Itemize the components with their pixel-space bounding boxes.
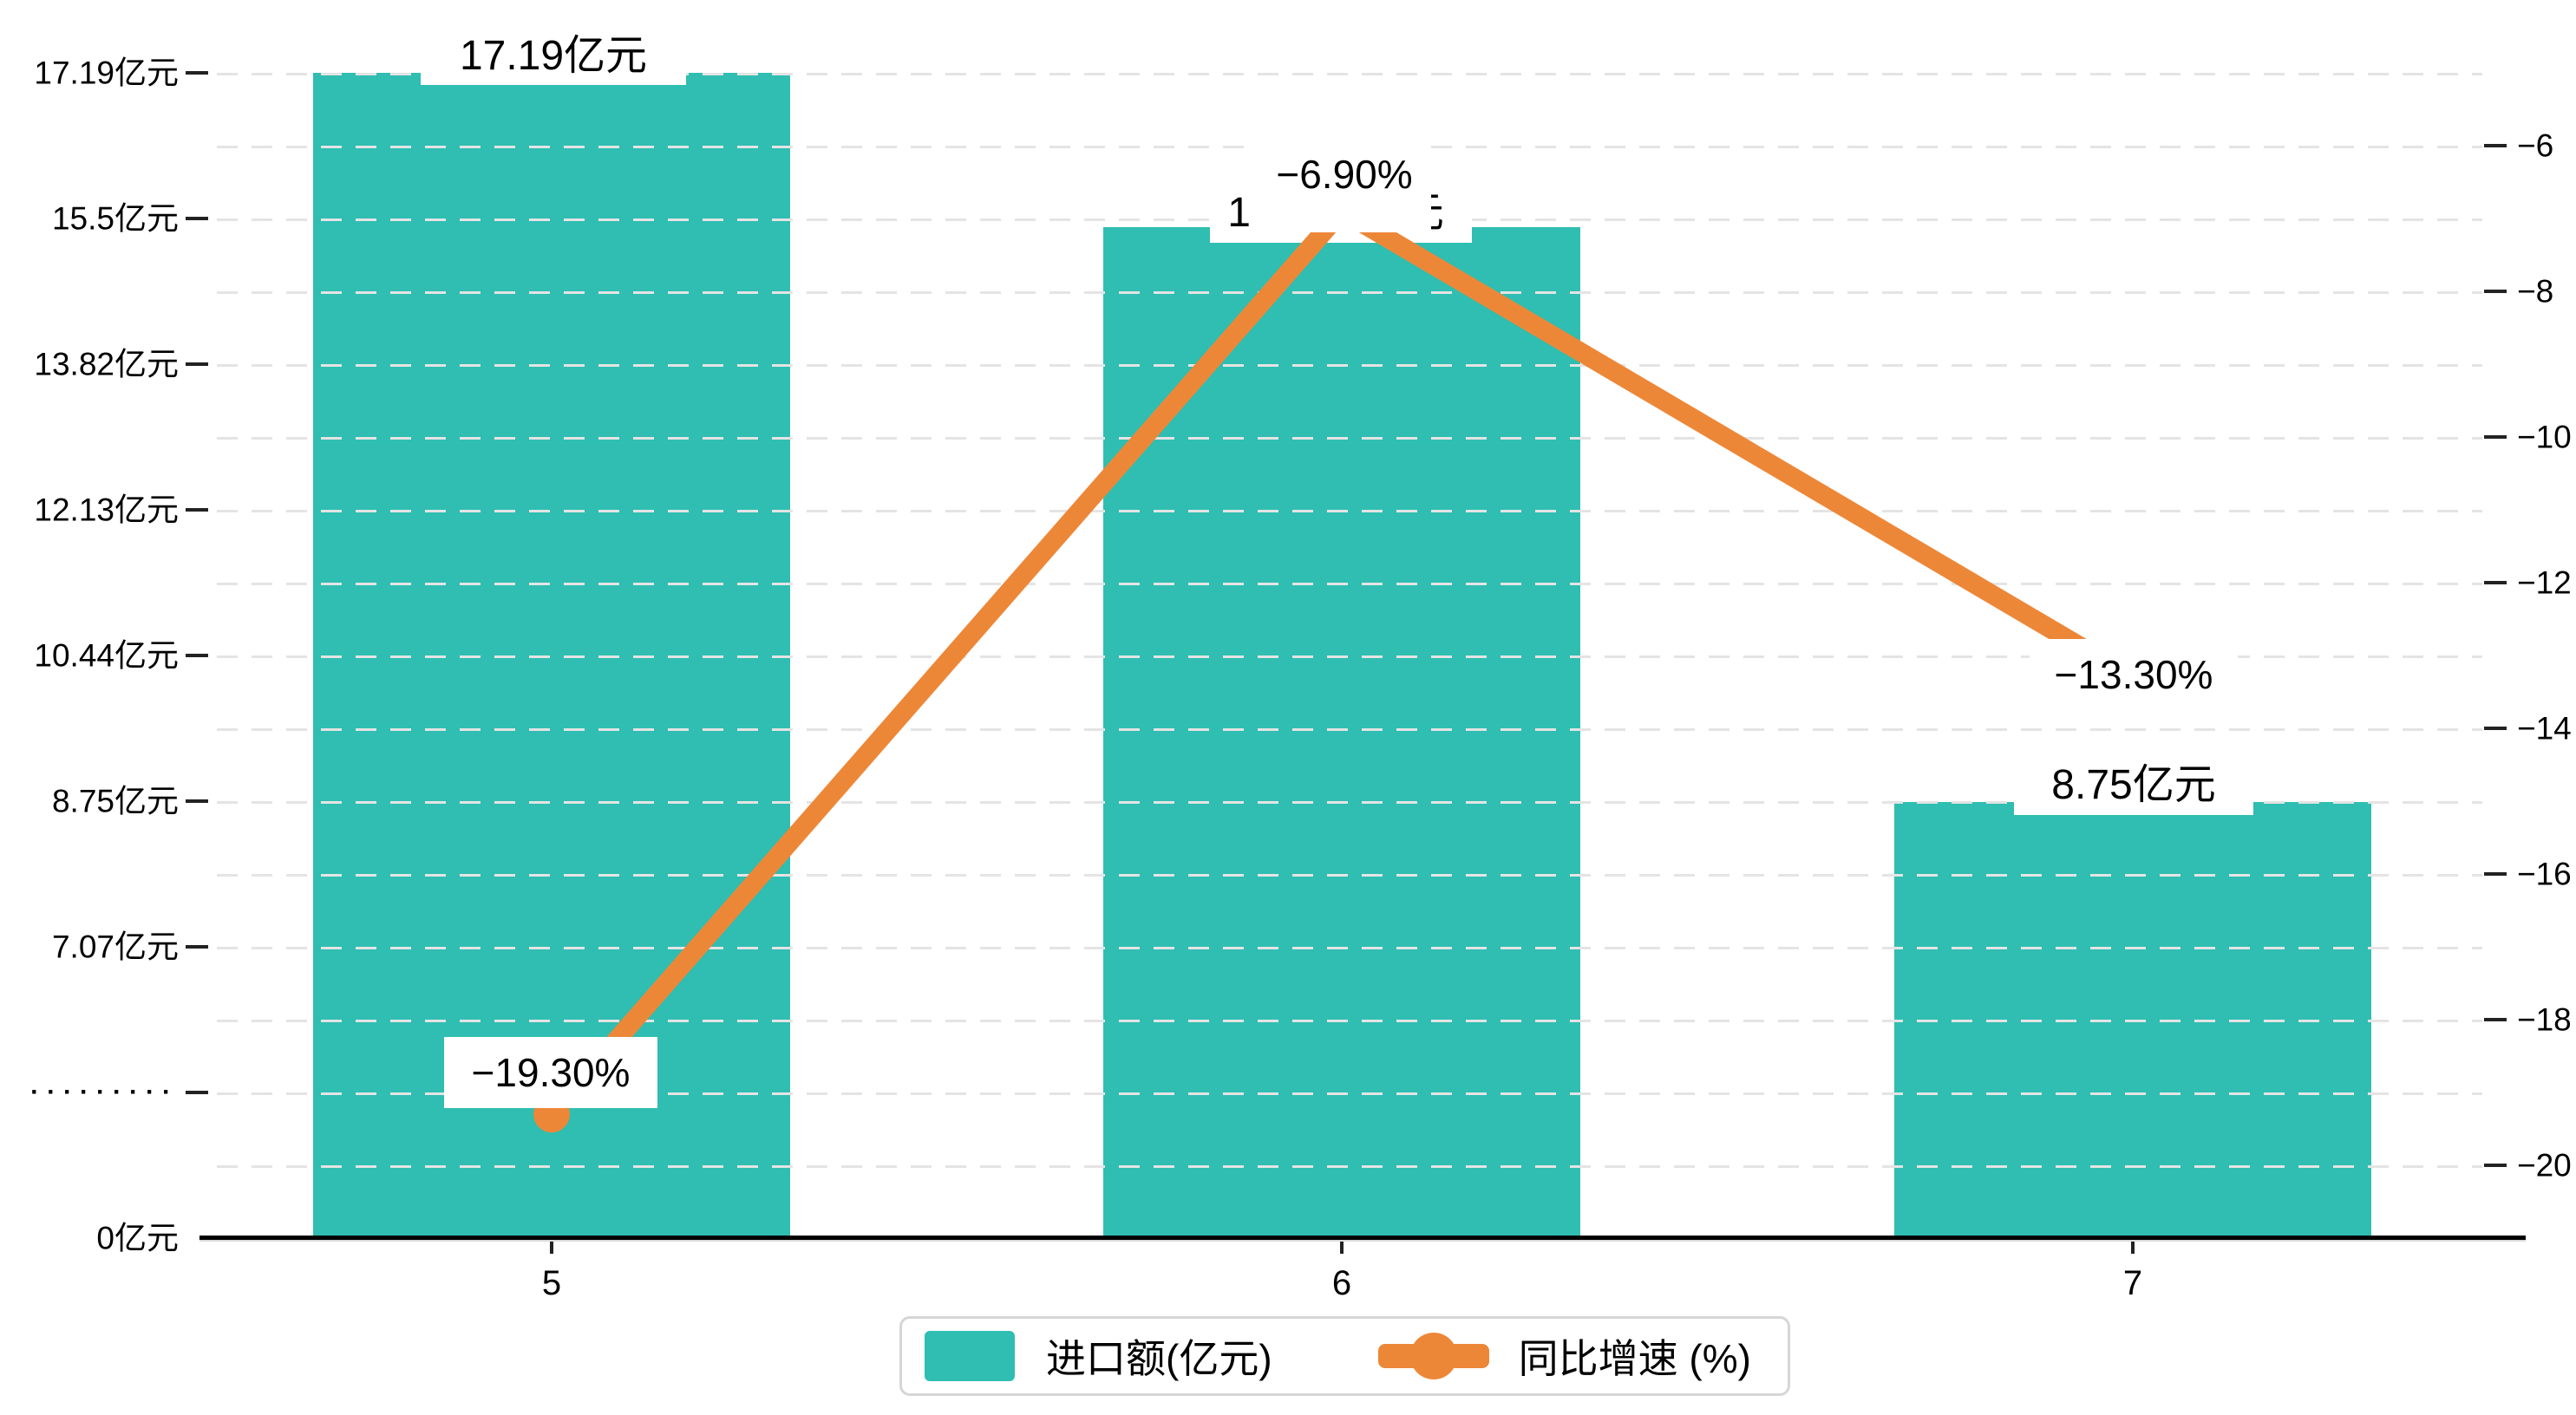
right-axis-tick-label: −8 [2517, 273, 2554, 310]
legend: 进口额(亿元) 同比增速 (%) [899, 1316, 1790, 1396]
gridline [217, 510, 2482, 512]
gridline [217, 874, 2482, 877]
right-axis-tick-label: −20 [2517, 1147, 2572, 1184]
left-axis-tick [186, 71, 208, 75]
left-axis-tick-label: 0亿元 [96, 1220, 179, 1256]
gridline [217, 437, 2482, 440]
legend-item-import-value[interactable]: 进口额(亿元) [925, 1327, 1272, 1385]
left-axis-tick-label: 10.44亿元 [34, 637, 179, 674]
gridline [217, 364, 2482, 367]
x-axis-tick [1340, 1240, 1344, 1254]
right-axis-tick [2484, 290, 2507, 293]
growth-value-label: −6.90% [1258, 146, 1431, 232]
legend-item-label: 进口额(亿元) [1046, 1336, 1272, 1381]
right-axis-tick [2484, 581, 2507, 584]
x-axis-tick-label: 6 [1331, 1264, 1352, 1302]
x-axis-tick-label: 5 [541, 1264, 562, 1302]
growth-value-label: −13.30% [2030, 639, 2238, 710]
bar-value-label: 17.19亿元 [421, 17, 686, 85]
right-axis-tick [2484, 1164, 2507, 1167]
right-axis-tick [2484, 1018, 2507, 1021]
left-axis-tick-label: 8.75亿元 [51, 783, 179, 819]
right-axis-tick [2484, 435, 2507, 439]
gridline [217, 801, 2482, 804]
x-axis-tick-label: 7 [2122, 1264, 2143, 1302]
x-axis-line [199, 1236, 2526, 1242]
gridline [217, 73, 2482, 75]
left-axis-tick-label: 7.07亿元 [51, 929, 179, 965]
growth-value-label: −19.30% [444, 1037, 657, 1108]
left-axis-tick [186, 654, 208, 657]
left-axis-tick [186, 1091, 208, 1094]
gridline [217, 1020, 2482, 1022]
legend-line-dot-mark [1377, 1331, 1489, 1381]
right-axis-tick [2484, 727, 2507, 730]
right-axis-tick-label: −14 [2517, 710, 2572, 747]
left-axis-break-label: ········· [30, 1078, 179, 1106]
gridline [217, 655, 2482, 658]
gridline [217, 291, 2482, 294]
gridline [217, 1165, 2482, 1168]
right-axis-tick-label: −18 [2517, 1001, 2572, 1038]
left-axis-tick [186, 217, 208, 220]
right-axis-tick-label: −16 [2517, 856, 2572, 892]
legend-item-growth-rate[interactable]: 同比增速 (%) [1377, 1327, 1751, 1385]
legend-bar-swatch [925, 1331, 1015, 1381]
gridline [217, 947, 2482, 949]
right-axis-tick-label: −12 [2517, 564, 2572, 601]
left-axis-tick [186, 362, 208, 366]
left-axis-tick-label: 13.82亿元 [34, 346, 179, 382]
right-axis-tick [2484, 872, 2507, 876]
x-axis-tick [550, 1240, 553, 1254]
bar-value-label: 8.75亿元 [2014, 746, 2253, 815]
left-axis-tick [186, 508, 208, 512]
legend-dot-icon [1409, 1333, 1457, 1379]
growth-line[interactable] [544, 199, 2138, 1121]
left-axis-tick [186, 799, 208, 803]
left-axis-tick-label: 17.19亿元 [34, 55, 179, 91]
gridline [217, 728, 2482, 731]
right-axis-tick-label: −6 [2517, 127, 2554, 164]
right-axis-tick [2484, 144, 2507, 147]
legend-item-label: 同比增速 (%) [1518, 1336, 1751, 1381]
gridline [217, 583, 2482, 585]
left-axis-tick-label: 12.13亿元 [34, 492, 179, 528]
right-axis-tick-label: −10 [2517, 419, 2572, 455]
left-axis-tick-label: 15.5亿元 [51, 200, 179, 237]
gridline [217, 1092, 2482, 1095]
left-axis-tick [186, 945, 208, 949]
x-axis-tick [2131, 1240, 2135, 1254]
